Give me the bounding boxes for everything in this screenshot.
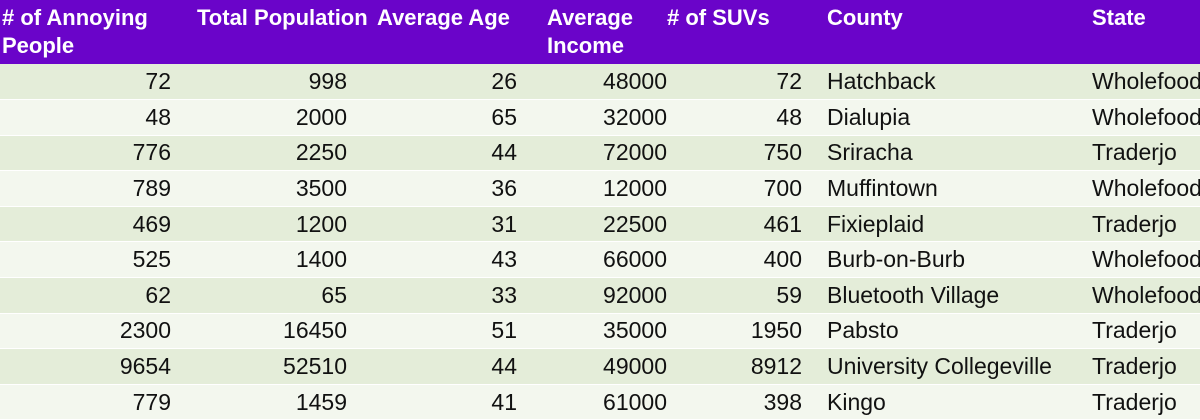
cell-state: Traderjo	[1092, 313, 1200, 350]
cell-annoying-people: 525	[0, 241, 197, 279]
cell-average-income: 35000	[547, 313, 667, 350]
cell-average-income: 49000	[547, 348, 667, 385]
cell-county: University Collegeville	[802, 348, 1092, 385]
header-total-population: Total Population	[197, 5, 368, 30]
cell-total-population: 998	[197, 64, 377, 101]
cell-county: Fixieplaid	[802, 206, 1092, 243]
cell-average-income: 66000	[547, 241, 667, 279]
cell-annoying-people: 469	[0, 206, 197, 243]
cell-suvs: 48	[667, 99, 802, 136]
cell-annoying-people: 48	[0, 99, 197, 136]
cell-annoying-people: 72	[0, 64, 197, 101]
cell-total-population: 1200	[197, 206, 377, 243]
cell-state: Traderjo	[1092, 348, 1200, 385]
cell-average-age: 65	[377, 99, 547, 136]
cell-average-income: 92000	[547, 277, 667, 314]
cell-average-age: 43	[377, 241, 547, 279]
cell-average-income: 12000	[547, 170, 667, 207]
table-body: 72 998 26 48000 72 Hatchback Wholefood 48 2000 65…	[0, 64, 1200, 420]
cell-suvs: 700	[667, 170, 802, 207]
cell-average-age: 33	[377, 277, 547, 314]
cell-suvs: 461	[667, 206, 802, 243]
header-suvs: # of SUVs	[667, 5, 770, 30]
header-state: State	[1092, 5, 1146, 30]
cell-county: Sriracha	[802, 135, 1092, 172]
cell-annoying-people: 9654	[0, 348, 197, 385]
cell-county: Bluetooth Village	[802, 277, 1092, 314]
table-row: 62 65 33 92000 59 Bluetooth Village Wholefood	[0, 277, 1200, 314]
cell-suvs: 72	[667, 64, 802, 101]
cell-average-age: 51	[377, 313, 547, 350]
cell-state: Traderjo	[1092, 206, 1200, 243]
cell-state: Wholefood	[1092, 99, 1200, 136]
cell-state: Traderjo	[1092, 384, 1200, 420]
cell-average-income: 22500	[547, 206, 667, 243]
table-row: 9654 52510 44 49000 8912 University Collegevi…	[0, 348, 1200, 385]
cell-total-population: 2250	[197, 135, 377, 172]
cell-annoying-people: 2300	[0, 313, 197, 350]
cell-county: Muffintown	[802, 170, 1092, 207]
cell-state: Wholefood	[1092, 64, 1200, 101]
cell-annoying-people: 62	[0, 277, 197, 314]
cell-total-population: 1400	[197, 241, 377, 279]
header-county: County	[827, 5, 903, 30]
cell-suvs: 1950	[667, 313, 802, 350]
cell-average-age: 41	[377, 384, 547, 420]
cell-state: Wholefood	[1092, 277, 1200, 314]
cell-county: Burb-on-Burb	[802, 241, 1092, 279]
header-average-income: Average Income	[547, 5, 634, 58]
cell-state: Wholefood	[1092, 170, 1200, 207]
cell-total-population: 65	[197, 277, 377, 314]
cell-average-income: 72000	[547, 135, 667, 172]
cell-suvs: 400	[667, 241, 802, 279]
cell-county: Pabsto	[802, 313, 1092, 350]
table-row: 776 2250 44 72000 750 Sriracha Traderjo	[0, 135, 1200, 172]
cell-suvs: 8912	[667, 348, 802, 385]
cell-average-income: 61000	[547, 384, 667, 420]
cell-average-age: 36	[377, 170, 547, 207]
cell-county: Kingo	[802, 384, 1092, 420]
cell-annoying-people: 789	[0, 170, 197, 207]
cell-state: Traderjo	[1092, 135, 1200, 172]
cell-total-population: 2000	[197, 99, 377, 136]
cell-total-population: 16450	[197, 313, 377, 350]
cell-county: Dialupia	[802, 99, 1092, 136]
cell-average-age: 31	[377, 206, 547, 243]
header-average-age: Average Age	[377, 5, 510, 30]
cell-state: Wholefood	[1092, 241, 1200, 279]
table-row: 525 1400 43 66000 400 Burb-on-Burb Wholefood	[0, 241, 1200, 279]
cell-annoying-people: 776	[0, 135, 197, 172]
cell-total-population: 3500	[197, 170, 377, 207]
cell-total-population: 1459	[197, 384, 377, 420]
cell-suvs: 750	[667, 135, 802, 172]
table-row: 2300 16450 51 35000 1950 Pabsto Traderjo	[0, 313, 1200, 350]
table-header-row: # of Annoying People Total Population Av…	[0, 0, 1200, 64]
cell-suvs: 59	[667, 277, 802, 314]
table-row: 789 3500 36 12000 700 Muffintown Wholefood	[0, 170, 1200, 207]
cell-average-age: 44	[377, 135, 547, 172]
cell-annoying-people: 779	[0, 384, 197, 420]
cell-average-age: 44	[377, 348, 547, 385]
cell-county: Hatchback	[802, 64, 1092, 101]
header-annoying-people: # of Annoying People	[2, 5, 148, 58]
cell-suvs: 398	[667, 384, 802, 420]
cell-total-population: 52510	[197, 348, 377, 385]
table-row: 469 1200 31 22500 461 Fixieplaid Traderjo	[0, 206, 1200, 243]
table-row: 48 2000 65 32000 48 Dialupia Wholefood	[0, 99, 1200, 136]
cell-average-income: 32000	[547, 99, 667, 136]
cell-average-income: 48000	[547, 64, 667, 101]
table-row: 779 1459 41 61000 398 Kingo Traderjo	[0, 384, 1200, 420]
table-row: 72 998 26 48000 72 Hatchback Wholefood	[0, 64, 1200, 101]
cell-average-age: 26	[377, 64, 547, 101]
